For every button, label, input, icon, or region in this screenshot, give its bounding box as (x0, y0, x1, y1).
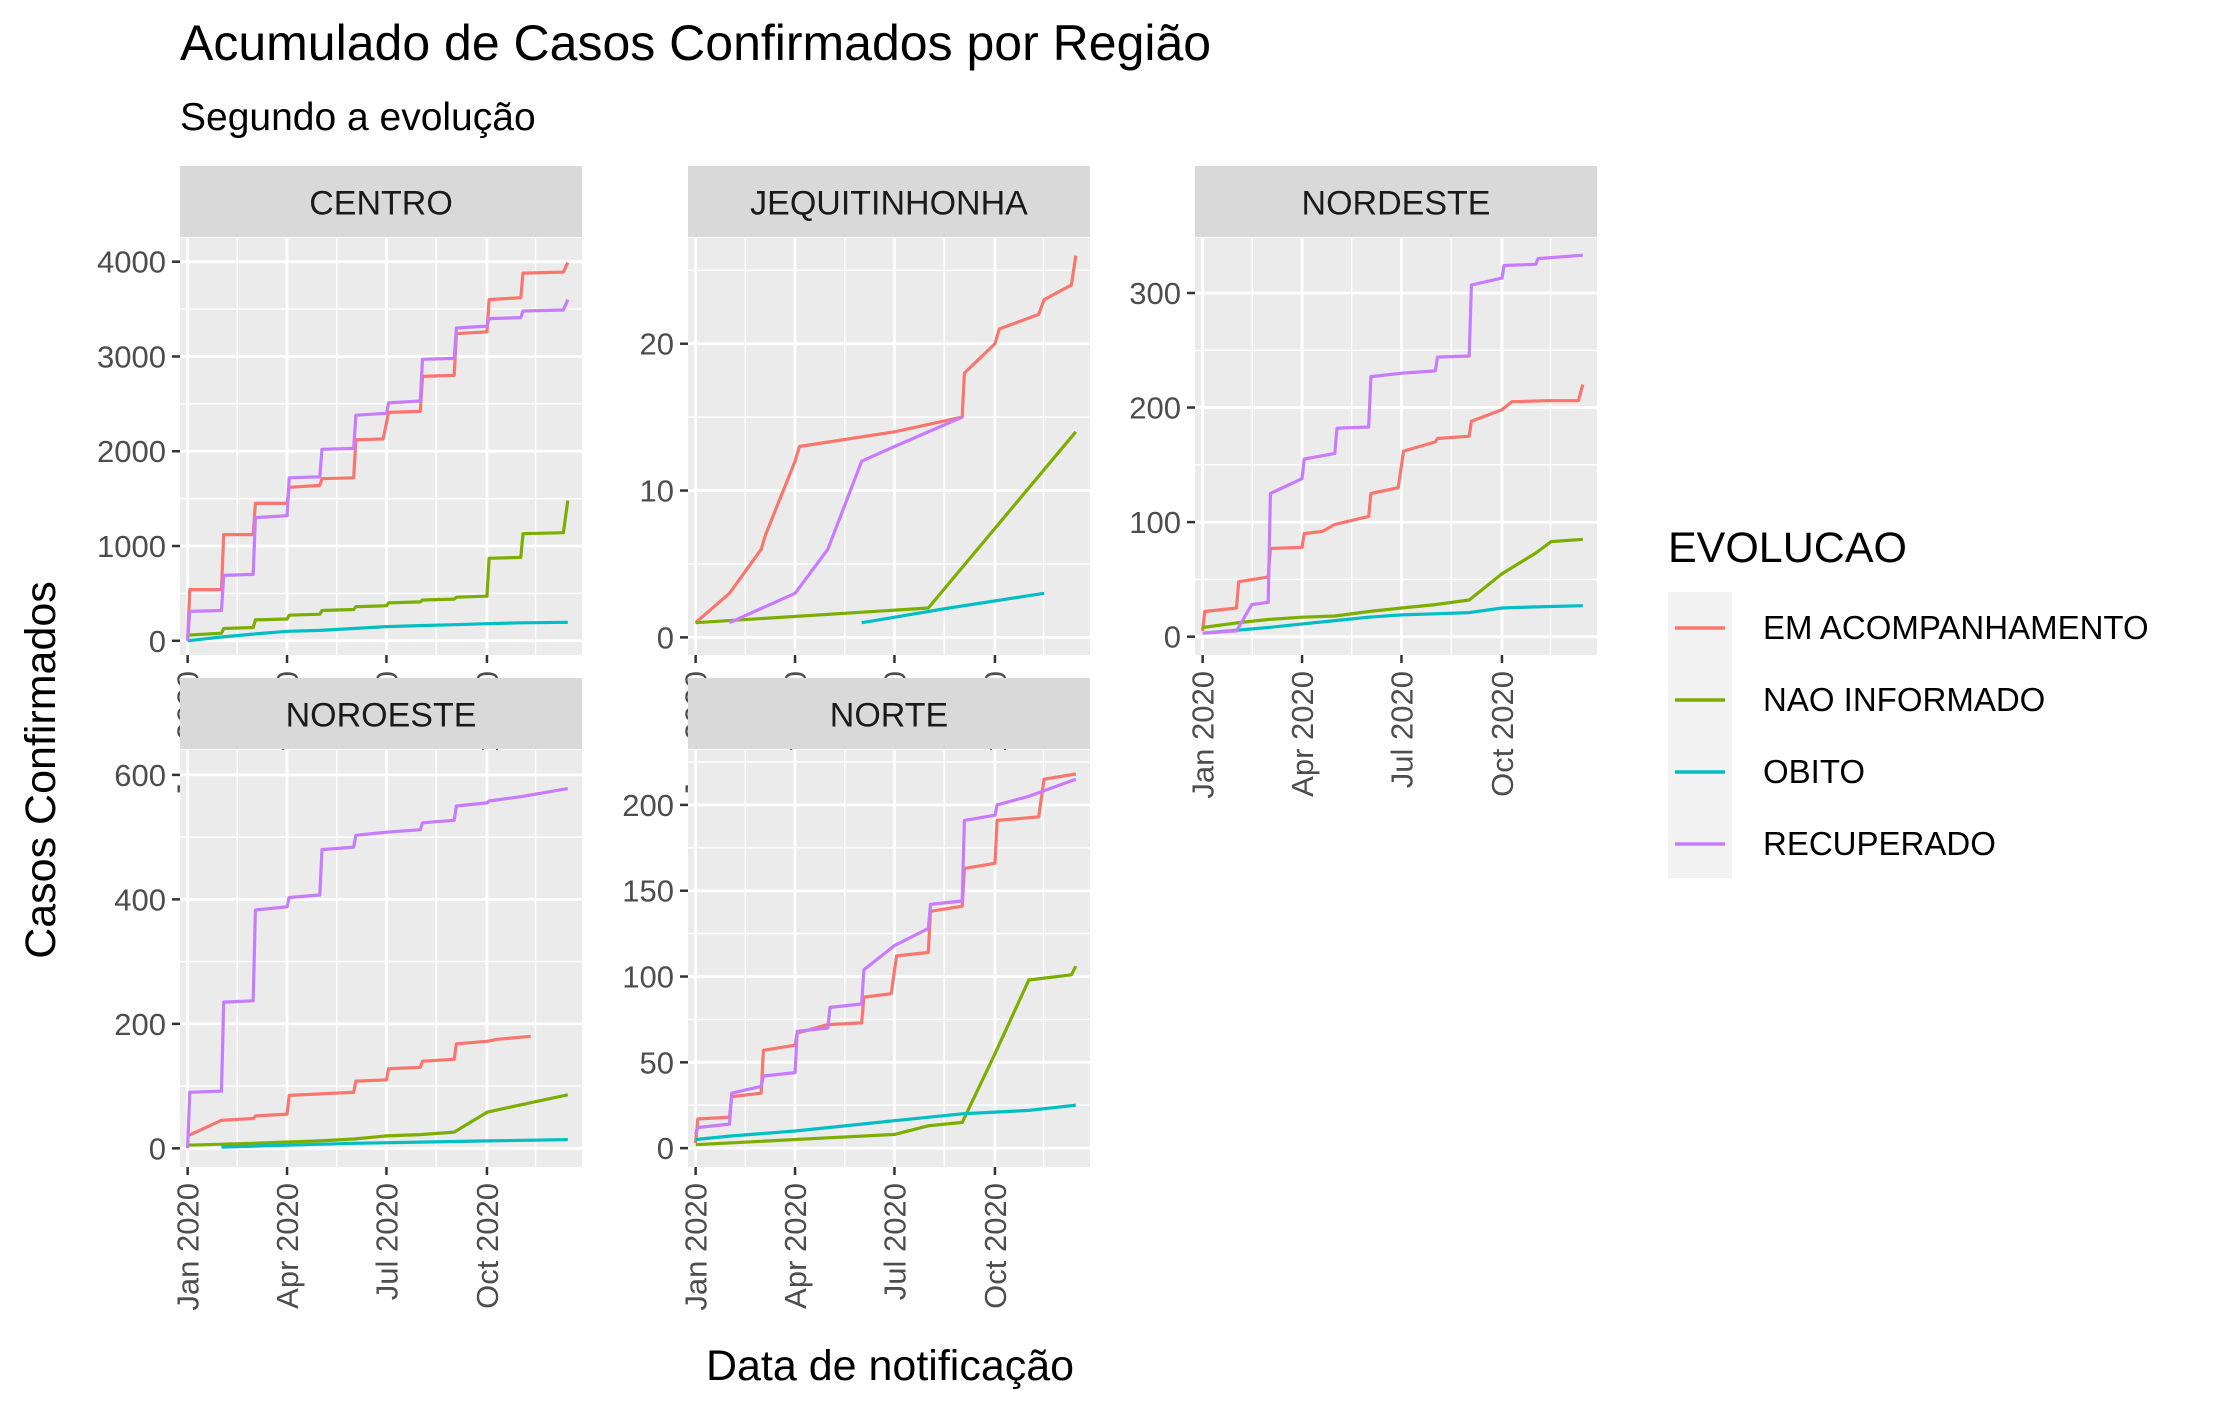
strip-centro (180, 166, 582, 237)
y-tick-label: 200 (114, 1007, 166, 1042)
y-tick-label: 100 (1129, 505, 1181, 540)
chart-title: Acumulado de Casos Confirmados por Regiã… (180, 15, 1211, 71)
panel-background (688, 238, 1090, 655)
x-tick-label: Jan 2020 (1186, 671, 1221, 799)
panel-background (688, 750, 1090, 1167)
series-line-recuperado (1202, 253, 1583, 635)
x-tick-label: Oct 2020 (470, 1183, 505, 1309)
x-tick-label: Jul 2020 (877, 1183, 912, 1300)
y-tick-label: 0 (1164, 620, 1181, 655)
y-tick-label: 10 (640, 474, 674, 509)
series-line-em-acompanhamento (186, 1034, 531, 1138)
legend: EVOLUCAO EM ACOMPANHAMENTO NAO INFORMADO O… (1668, 524, 2149, 878)
series-line-nao-informado (695, 965, 1078, 1147)
strip-label-noroeste: NOROESTE (286, 697, 477, 735)
legend-label: NAO INFORMADO (1763, 681, 2045, 718)
x-tick-label: Jan 2020 (171, 1183, 206, 1311)
series-line-recuperado (186, 787, 569, 1149)
strip-label-jequitinhonha: JEQUITINHONHA (750, 185, 1028, 223)
series-line-nao-informado (695, 430, 1078, 625)
strip-norte (688, 678, 1090, 749)
legend-title: EVOLUCAO (1668, 524, 1907, 572)
strip-jequitinhonha (688, 166, 1090, 237)
y-tick-label: 3000 (97, 339, 166, 374)
series-line-obito (1202, 604, 1583, 635)
strip-nordeste (1195, 166, 1597, 237)
panel-nordeste: NORDESTE 0 100 200 300 Jan 2020 Apr 2020 Jul 20… (1129, 166, 1597, 799)
y-tick-label: 0 (657, 620, 674, 655)
y-tick-label: 600 (114, 758, 166, 793)
x-tick-label: Jul 2020 (369, 1183, 404, 1300)
series-line-recuperado (186, 298, 570, 641)
y-tick-label: 0 (149, 624, 166, 659)
y-tick-label: 200 (1129, 391, 1181, 426)
y-tick-label: 2000 (97, 434, 166, 469)
x-tick-label: Jan 2020 (679, 1183, 714, 1311)
y-tick-label: 20 (640, 327, 674, 362)
strip-noroeste (180, 678, 582, 749)
x-tick-label: Oct 2020 (1485, 671, 1520, 797)
x-tick-label: Apr 2020 (1285, 671, 1320, 797)
legend-label: RECUPERADO (1763, 825, 1996, 862)
y-tick-label: 300 (1129, 276, 1181, 311)
series-line-obito (861, 591, 1045, 625)
panel-norte: NORTE 0 50 100 150 200 Jan 2020 Apr 2020 Jul 202… (622, 678, 1090, 1311)
strip-label-nordeste: NORDESTE (1302, 185, 1491, 223)
y-tick-label: 150 (622, 874, 674, 909)
series-line-em-acompanhamento (1201, 384, 1585, 632)
panel-background (180, 750, 582, 1167)
legend-item-recuperado: RECUPERADO (1675, 825, 1996, 862)
y-tick-label: 100 (622, 960, 674, 995)
strip-label-norte: NORTE (830, 697, 948, 735)
x-tick-label: Oct 2020 (978, 1183, 1013, 1309)
series-line-obito (221, 1138, 568, 1149)
series-line-nao-informado (1202, 537, 1583, 630)
panel-background (180, 238, 582, 655)
chart-subtitle: Segundo a evolução (180, 96, 536, 139)
legend-item-em-acompanhamento: EM ACOMPANHAMENTO (1675, 609, 2149, 646)
panel-noroeste: NOROESTE 0 200 400 600 Jan 2020 Apr 2020 Jul 20… (114, 678, 582, 1311)
legend-label: EM ACOMPANHAMENTO (1763, 609, 2149, 646)
series-line-em-acompanhamento (694, 772, 1077, 1144)
y-tick-label: 50 (640, 1045, 674, 1080)
y-tick-label: 0 (657, 1131, 674, 1166)
series-line-obito (187, 620, 568, 643)
strip-label-centro: CENTRO (309, 185, 453, 223)
x-tick-label: Jul 2020 (1384, 671, 1419, 788)
legend-label: OBITO (1763, 753, 1865, 790)
series-line-em-acompanhamento (186, 261, 570, 641)
series-line-nao-informado (187, 1093, 569, 1147)
y-tick-label: 200 (622, 788, 674, 823)
series-line-recuperado (694, 777, 1077, 1135)
panel-background (1195, 238, 1597, 655)
legend-item-nao-informado: NAO INFORMADO (1675, 681, 2045, 718)
y-axis-label: Casos Confirmados (17, 581, 65, 959)
x-tick-label: Apr 2020 (270, 1183, 305, 1309)
series-line-recuperado (728, 415, 963, 625)
y-tick-label: 0 (149, 1131, 166, 1166)
y-tick-label: 1000 (97, 529, 166, 564)
y-tick-label: 400 (114, 882, 166, 917)
series-line-obito (695, 1103, 1076, 1142)
legend-item-obito: OBITO (1675, 753, 1865, 790)
x-axis-label: Data de notificação (706, 1342, 1074, 1390)
x-tick-label: Apr 2020 (778, 1183, 813, 1309)
series-line-nao-informado (187, 500, 570, 637)
y-tick-label: 4000 (97, 245, 166, 280)
legend-key-background (1668, 592, 1732, 878)
